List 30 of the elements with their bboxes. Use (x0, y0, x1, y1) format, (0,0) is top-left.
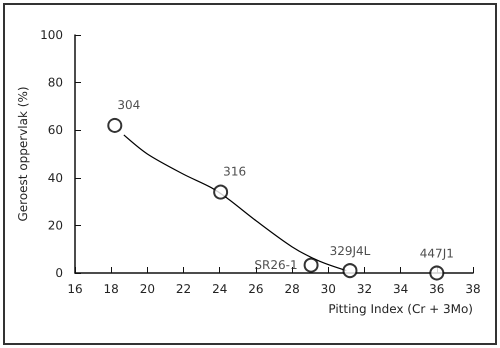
x-tick-label: 28 (284, 282, 300, 296)
x-tick-label: 30 (320, 282, 336, 296)
annotation: 447J1 (420, 246, 454, 260)
y-tick-label: 0 (55, 266, 63, 280)
x-tick-label: 32 (356, 282, 372, 296)
y-tick-label: 80 (48, 76, 63, 90)
point (429, 266, 444, 280)
point (304, 258, 319, 273)
x-axis-title: Pitting Index (Cr + 3Mo) (328, 302, 473, 316)
point (107, 118, 122, 133)
x-tick-label: 24 (212, 282, 228, 296)
x-tick-label: 38 (465, 282, 481, 296)
annotation: 316 (223, 164, 246, 179)
x-tick-label: 20 (140, 282, 156, 296)
y-tick-label: 40 (48, 170, 63, 185)
x-tick-label: 18 (104, 282, 119, 296)
point (342, 263, 358, 278)
x-tick-label: 22 (176, 282, 192, 296)
annotation: SR26-1 (254, 258, 298, 272)
annotation: 329J4L (330, 244, 371, 258)
x-tick-label: 16 (67, 282, 83, 296)
y-tick-label: 20 (48, 218, 63, 232)
point (213, 184, 228, 200)
y-axis-title: Geroest oppervlak (%) (16, 86, 30, 222)
y-tick-label: 60 (48, 123, 63, 138)
y-tick-label: 100 (40, 28, 63, 42)
annotation: 304 (117, 98, 140, 112)
x-tick-label: 34 (392, 282, 408, 296)
x-tick-label: 36 (429, 282, 444, 296)
x-tick-label: 26 (248, 282, 264, 296)
